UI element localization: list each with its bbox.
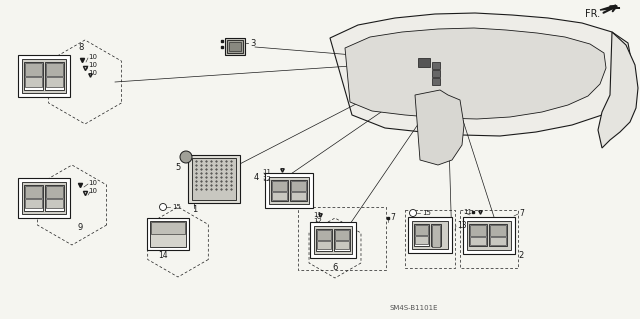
- Bar: [46, 199, 63, 208]
- Text: 15: 15: [422, 210, 431, 216]
- Text: 8: 8: [78, 43, 83, 53]
- Text: 11: 11: [313, 212, 322, 218]
- Text: 13: 13: [457, 220, 467, 229]
- Text: 5: 5: [175, 162, 180, 172]
- Bar: [316, 229, 332, 251]
- Bar: [432, 225, 440, 247]
- Bar: [24, 62, 43, 90]
- Bar: [408, 217, 452, 253]
- Polygon shape: [415, 90, 464, 165]
- Text: 7: 7: [390, 213, 395, 222]
- Text: 6: 6: [332, 263, 338, 272]
- Bar: [431, 224, 441, 246]
- Bar: [291, 192, 306, 200]
- Bar: [489, 224, 507, 246]
- Bar: [432, 70, 440, 77]
- Bar: [24, 185, 43, 211]
- Text: 11: 11: [262, 169, 271, 175]
- Bar: [22, 59, 66, 93]
- Text: FR.: FR.: [585, 9, 600, 19]
- Text: 1: 1: [192, 205, 197, 214]
- Bar: [271, 180, 288, 201]
- Bar: [25, 77, 42, 87]
- Text: 10: 10: [88, 188, 97, 194]
- Text: 14: 14: [158, 250, 168, 259]
- Bar: [46, 186, 63, 198]
- Bar: [291, 181, 306, 191]
- Polygon shape: [330, 13, 632, 136]
- Polygon shape: [598, 32, 638, 148]
- Circle shape: [410, 210, 417, 217]
- Polygon shape: [600, 5, 620, 10]
- Bar: [46, 63, 63, 76]
- Circle shape: [180, 151, 192, 163]
- Bar: [150, 221, 186, 247]
- Text: 10: 10: [88, 180, 97, 186]
- Bar: [25, 199, 42, 208]
- Bar: [470, 237, 486, 245]
- Bar: [334, 229, 350, 251]
- Circle shape: [159, 204, 166, 211]
- Bar: [269, 177, 309, 204]
- Text: 12: 12: [313, 218, 322, 224]
- Bar: [317, 230, 331, 240]
- Bar: [467, 221, 511, 250]
- Bar: [22, 182, 66, 214]
- Bar: [317, 241, 331, 249]
- Text: 2: 2: [518, 250, 524, 259]
- Bar: [18, 55, 70, 97]
- Bar: [272, 181, 287, 191]
- Bar: [470, 225, 486, 236]
- Text: 11: 11: [463, 209, 472, 215]
- Bar: [414, 224, 429, 246]
- Bar: [25, 186, 42, 198]
- Bar: [463, 217, 515, 254]
- Bar: [432, 78, 440, 85]
- Text: 10: 10: [88, 70, 97, 76]
- Bar: [432, 62, 440, 69]
- Text: 10: 10: [88, 62, 97, 68]
- Bar: [314, 226, 352, 254]
- Bar: [225, 38, 245, 55]
- Text: SM4S-B1101E: SM4S-B1101E: [390, 305, 438, 311]
- Text: 3: 3: [250, 39, 255, 48]
- Polygon shape: [345, 28, 606, 119]
- Text: 12: 12: [262, 176, 271, 182]
- Bar: [415, 225, 428, 235]
- Bar: [151, 222, 185, 234]
- Bar: [415, 236, 428, 244]
- Bar: [265, 173, 313, 208]
- Bar: [147, 218, 189, 250]
- Bar: [45, 62, 64, 90]
- Bar: [335, 241, 349, 249]
- Bar: [272, 192, 287, 200]
- Bar: [490, 237, 506, 245]
- Text: 9: 9: [78, 224, 83, 233]
- Bar: [418, 58, 430, 67]
- Bar: [192, 158, 236, 200]
- Bar: [188, 155, 240, 203]
- Bar: [490, 225, 506, 236]
- Text: 7: 7: [519, 209, 524, 218]
- Bar: [229, 42, 241, 51]
- Text: 15: 15: [172, 204, 181, 210]
- Bar: [469, 224, 487, 246]
- Bar: [18, 178, 70, 218]
- Bar: [46, 77, 63, 87]
- Bar: [290, 180, 307, 201]
- Bar: [45, 185, 64, 211]
- Bar: [335, 230, 349, 240]
- Text: 10: 10: [88, 54, 97, 60]
- Text: 4: 4: [254, 174, 259, 182]
- Bar: [25, 63, 42, 76]
- Bar: [310, 222, 356, 258]
- Bar: [227, 40, 243, 53]
- Bar: [412, 221, 448, 249]
